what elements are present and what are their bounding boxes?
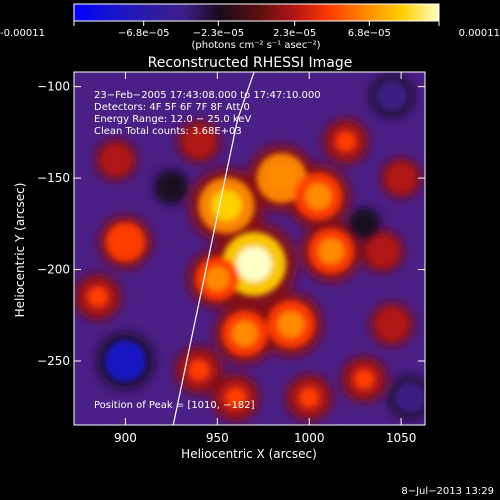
colorbar-tick-label: 6.8e−05 [348, 28, 391, 39]
x-tick-label: 1050 [386, 431, 417, 445]
heatmap-source-peak [299, 387, 319, 408]
heatmap-source-peak [336, 132, 356, 151]
heatmap-source-peak [211, 190, 242, 221]
colorbar-tick-label: -0.00011 [0, 28, 45, 39]
heatmap-source-peak [392, 169, 410, 187]
y-axis-label: Heliocentric Y (arcsec) [13, 183, 27, 318]
heatmap-negative-source [158, 174, 185, 201]
heatmap-source-peak [88, 287, 108, 307]
chart-title: Reconstructed RHESSI Image [148, 55, 353, 71]
y-tick-label: −250 [37, 354, 70, 368]
colorbar-ticks: -0.00011 −6.8e−05 −2.3e−05 2.3e−05 6.8e−05 0.… [0, 21, 500, 39]
heatmap-source-peak [305, 183, 332, 210]
heatmap-source-peak [190, 132, 208, 151]
colorbar [73, 3, 440, 22]
colorbar-tick-label: −2.3e−05 [193, 28, 245, 39]
y-tick-label: −200 [37, 263, 70, 277]
heatmap-source-peak [267, 164, 296, 192]
heatmap-source-peak [114, 231, 137, 254]
axis-ticks: 900 950 1000 1050 −100 −150 −200 −250 [37, 72, 425, 445]
annotation-line: Detectors: 4F 5F 6F 7F 8F Att 0 [94, 102, 250, 113]
annotation-line: Energy Range: 12.0 − 25.0 keV [94, 114, 251, 125]
x-tick-label: 950 [206, 431, 229, 445]
colorbar-tick-label: −6.8e−05 [118, 28, 170, 39]
heatmap-source-peak [232, 320, 258, 347]
y-tick-label: −150 [37, 171, 70, 185]
heatmap-negative-source [352, 211, 377, 236]
heatmap-source-peak [107, 151, 125, 169]
heatmap-source-peak [382, 315, 401, 334]
heatmap-source-peak [205, 266, 230, 291]
peak-position-label: Position of Peak = [1010, −182] [94, 400, 255, 411]
colorbar-unit-label: (photons cm⁻² s⁻¹ asec⁻²) [191, 40, 320, 51]
heatmap-source-peak [225, 387, 246, 408]
x-axis-label: Heliocentric X (arcsec) [181, 447, 317, 461]
x-tick-label: 900 [114, 431, 137, 445]
heatmap-source-peak [277, 311, 305, 338]
heatmap-source-peak [354, 369, 374, 389]
annotation-line: Clean Total counts: 3.68E+03 [94, 126, 242, 137]
info-annotations: 23−Feb−2005 17:43:08.000 to 17:47:10.000… [94, 90, 321, 137]
heatmap-source-peak [189, 360, 209, 381]
plot-frame [73, 71, 426, 426]
heatmap-source-peak [373, 242, 392, 261]
colorbar-tick-label: 2.3e−05 [273, 28, 316, 39]
timestamp: 8−Jul−2013 13:29 [401, 486, 494, 497]
heatmap-negative-source [375, 79, 408, 112]
colorbar-tick-label: 0.00011 [459, 28, 500, 39]
solar-limb-line [172, 72, 255, 425]
heatmap-negative-source [104, 340, 147, 382]
heatmap-source-peak [236, 246, 272, 282]
x-tick-label: 1000 [294, 431, 325, 445]
heatmap-negative-source [394, 381, 425, 414]
heatmap-source-peak [318, 238, 344, 264]
annotation-line: 23−Feb−2005 17:43:08.000 to 17:47:10.000 [94, 90, 321, 101]
y-tick-label: −100 [37, 80, 70, 94]
